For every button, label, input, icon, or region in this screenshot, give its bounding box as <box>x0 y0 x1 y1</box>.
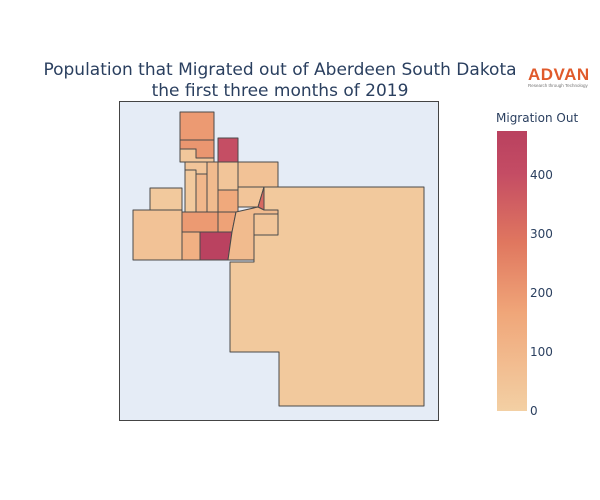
map-region-r01[interactable] <box>179 111 215 141</box>
map-region-r03[interactable] <box>179 148 215 163</box>
chart-title: Population that Migrated out of Aberdeen… <box>0 60 560 102</box>
chart-title-line2: the first three months of 2019 <box>151 81 409 101</box>
colorbar <box>497 131 527 411</box>
map-region-r20[interactable] <box>253 213 279 236</box>
logo-tagline: Research through Technology <box>528 83 588 88</box>
map-region-r07[interactable] <box>195 173 208 213</box>
colorbar-title: Migration Out <box>496 111 579 125</box>
map-region-r12[interactable] <box>181 211 219 233</box>
logo-word: ADVAN <box>528 65 590 84</box>
chart-title-line1: Population that Migrated out of Aberdeen… <box>43 60 517 80</box>
map-region-r21[interactable] <box>229 186 425 407</box>
map-region-r15[interactable] <box>132 209 183 261</box>
map-region-r10[interactable] <box>217 189 239 213</box>
map-region-r04[interactable] <box>217 137 239 163</box>
map-region-r18[interactable] <box>199 231 233 261</box>
advan-logo: ADVAN Research through Technology <box>528 66 600 92</box>
map-region-r16[interactable] <box>181 231 201 261</box>
map-region-r08[interactable] <box>206 161 219 213</box>
map-region-r09[interactable] <box>237 161 279 188</box>
map-region-r06[interactable] <box>184 169 197 213</box>
